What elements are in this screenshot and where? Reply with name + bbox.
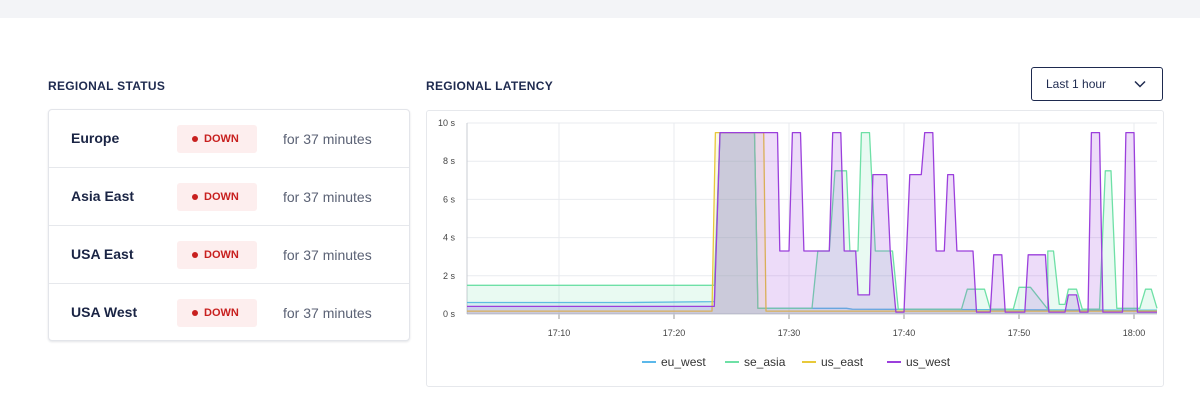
status-duration: for 37 minutes <box>283 189 372 205</box>
series-area-se_asia <box>467 132 1157 314</box>
x-tick-label: 17:20 <box>663 328 686 338</box>
status-duration: for 37 minutes <box>283 131 372 147</box>
status-dot-icon <box>192 252 198 258</box>
latency-chart-card: 0 s 2 s 4 s 6 s 8 s 10 s 17:10 17:20 17:30 17:40 1… <box>426 110 1164 387</box>
status-badge: DOWN <box>177 125 257 153</box>
x-tick-label: 18:00 <box>1123 328 1146 338</box>
legend-label-us_east: us_east <box>821 355 864 369</box>
legend-label-us_west: us_west <box>906 355 951 369</box>
y-tick-label: 10 s <box>438 118 456 128</box>
time-range-select[interactable]: Last 1 hour <box>1031 67 1163 101</box>
x-tick-label: 17:50 <box>1008 328 1031 338</box>
legend-label-eu_west: eu_west <box>661 355 706 369</box>
region-name: USA East <box>71 246 134 262</box>
status-badge: DOWN <box>177 183 257 211</box>
status-row-usa-west: USA West DOWN for 37 minutes <box>49 284 409 342</box>
status-duration: for 37 minutes <box>283 247 372 263</box>
y-tick-label: 2 s <box>443 271 456 281</box>
x-tick-label: 17:40 <box>893 328 916 338</box>
time-range-value: Last 1 hour <box>1046 77 1107 91</box>
status-text: DOWN <box>204 133 239 145</box>
y-tick-label: 8 s <box>443 156 456 166</box>
region-name: USA West <box>71 304 138 320</box>
status-text: DOWN <box>204 191 239 203</box>
y-tick-label: 4 s <box>443 233 456 243</box>
x-tick-label: 17:30 <box>778 328 801 338</box>
status-row-europe: Europe DOWN for 37 minutes <box>49 110 409 168</box>
chevron-down-icon <box>1134 80 1146 88</box>
status-badge: DOWN <box>177 241 257 269</box>
y-tick-label: 0 s <box>443 309 456 319</box>
series-area-us_west <box>467 132 1157 314</box>
status-dot-icon <box>192 310 198 316</box>
status-text: DOWN <box>204 249 239 261</box>
legend-label-se_asia: se_asia <box>744 355 786 369</box>
status-row-asia-east: Asia East DOWN for 37 minutes <box>49 168 409 226</box>
status-row-usa-east: USA East DOWN for 37 minutes <box>49 226 409 284</box>
status-duration: for 37 minutes <box>283 305 372 321</box>
y-tick-label: 6 s <box>443 194 456 204</box>
series-line-us_west <box>467 131 1157 313</box>
status-badge: DOWN <box>177 299 257 327</box>
top-bar <box>0 0 1200 18</box>
regional-latency-title: REGIONAL LATENCY <box>426 79 554 93</box>
region-name: Europe <box>71 130 120 146</box>
status-text: DOWN <box>204 307 239 319</box>
status-dot-icon <box>192 136 198 142</box>
status-dot-icon <box>192 194 198 200</box>
region-name: Asia East <box>71 188 135 204</box>
latency-chart: 0 s 2 s 4 s 6 s 8 s 10 s 17:10 17:20 17:30 17:40 1… <box>438 118 1158 369</box>
regional-status-card: Europe DOWN for 37 minutes Asia East DOW… <box>48 109 410 341</box>
x-tick-label: 17:10 <box>548 328 571 338</box>
regional-status-title: REGIONAL STATUS <box>48 79 166 93</box>
